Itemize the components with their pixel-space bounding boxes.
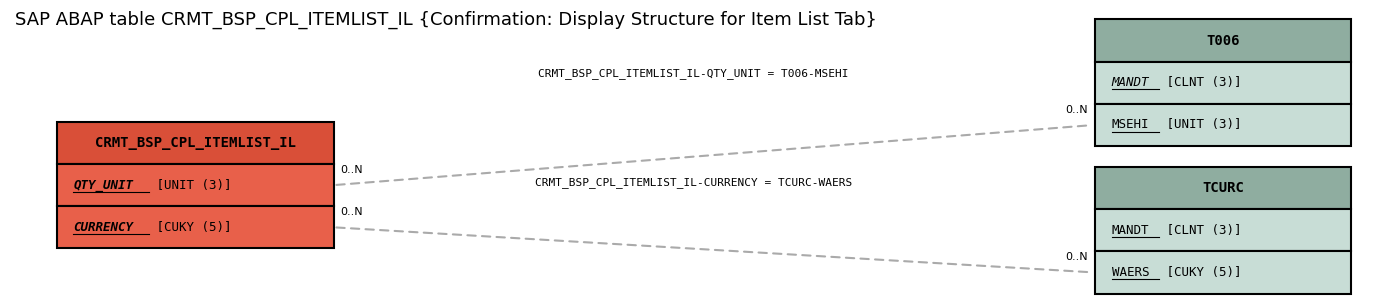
Text: SAP ABAP table CRMT_BSP_CPL_ITEMLIST_IL {Confirmation: Display Structure for Ite: SAP ABAP table CRMT_BSP_CPL_ITEMLIST_IL … bbox=[15, 10, 877, 29]
Text: MANDT: MANDT bbox=[1111, 224, 1148, 237]
Text: 0..N: 0..N bbox=[1065, 252, 1087, 262]
Text: [UNIT (3)]: [UNIT (3)] bbox=[1158, 118, 1241, 131]
Text: [CUKY (5)]: [CUKY (5)] bbox=[1158, 266, 1241, 279]
Text: T006: T006 bbox=[1207, 33, 1240, 47]
FancyBboxPatch shape bbox=[57, 164, 334, 206]
Text: [UNIT (3)]: [UNIT (3)] bbox=[148, 179, 232, 192]
Text: WAERS: WAERS bbox=[1111, 266, 1148, 279]
Text: 0..N: 0..N bbox=[1065, 105, 1087, 115]
FancyBboxPatch shape bbox=[57, 206, 334, 248]
FancyBboxPatch shape bbox=[1094, 104, 1351, 146]
FancyBboxPatch shape bbox=[1094, 167, 1351, 209]
Text: CRMT_BSP_CPL_ITEMLIST_IL-QTY_UNIT = T006-MSEHI: CRMT_BSP_CPL_ITEMLIST_IL-QTY_UNIT = T006… bbox=[538, 68, 849, 79]
Text: QTY_UNIT: QTY_UNIT bbox=[74, 179, 133, 192]
Text: CRMT_BSP_CPL_ITEMLIST_IL-CURRENCY = TCURC-WAERS: CRMT_BSP_CPL_ITEMLIST_IL-CURRENCY = TCUR… bbox=[535, 177, 852, 188]
Text: CURRENCY: CURRENCY bbox=[74, 221, 133, 234]
FancyBboxPatch shape bbox=[1094, 62, 1351, 104]
Text: MANDT: MANDT bbox=[1111, 76, 1148, 89]
Text: CRMT_BSP_CPL_ITEMLIST_IL: CRMT_BSP_CPL_ITEMLIST_IL bbox=[94, 136, 295, 150]
Text: MSEHI: MSEHI bbox=[1111, 118, 1148, 131]
FancyBboxPatch shape bbox=[1094, 251, 1351, 294]
Text: 0..N: 0..N bbox=[341, 207, 363, 217]
FancyBboxPatch shape bbox=[57, 122, 334, 164]
Text: [CLNT (3)]: [CLNT (3)] bbox=[1158, 224, 1241, 237]
Text: [CLNT (3)]: [CLNT (3)] bbox=[1158, 76, 1241, 89]
Text: [CUKY (5)]: [CUKY (5)] bbox=[148, 221, 232, 234]
FancyBboxPatch shape bbox=[1094, 209, 1351, 251]
Text: TCURC: TCURC bbox=[1203, 181, 1244, 195]
FancyBboxPatch shape bbox=[1094, 19, 1351, 62]
Text: 0..N: 0..N bbox=[341, 165, 363, 175]
